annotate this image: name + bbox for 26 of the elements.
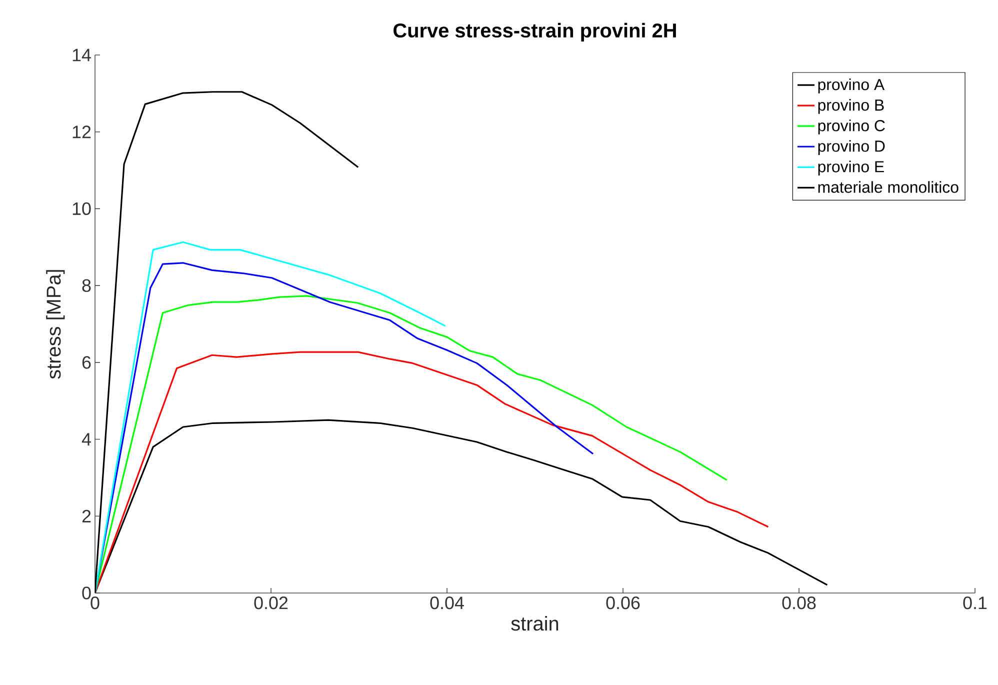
x-tick-label: 0.1 — [963, 596, 987, 610]
y-tick-label: 8 — [82, 279, 91, 292]
line-series — [95, 241, 446, 593]
y-axis-title: stress [MPa] — [46, 270, 65, 379]
y-tick-label: 2 — [82, 510, 91, 522]
y-tick-label: 10 — [72, 202, 91, 216]
y-tick-label: 6 — [82, 356, 91, 369]
x-tick-label: 0.04 — [430, 596, 464, 610]
legend-label: provino B — [818, 99, 884, 114]
legend-label: provino C — [818, 120, 885, 134]
legend-label: materiale monolitico — [818, 181, 958, 193]
y-tick-label: 14 — [72, 48, 91, 62]
legend-label: provino D — [818, 140, 885, 155]
line-series — [95, 295, 728, 593]
x-tick-label: 0.08 — [782, 596, 816, 610]
legend-label: provino E — [818, 160, 884, 176]
y-tick-label: 4 — [82, 433, 91, 446]
y-tick-label: 0 — [82, 586, 91, 600]
x-tick-label: 0.02 — [254, 596, 288, 610]
legend-label: provino A — [818, 78, 885, 94]
y-tick-label: 12 — [72, 126, 91, 138]
chart-title: Curve stress-strain provini 2H — [394, 22, 676, 42]
line-series — [95, 351, 770, 593]
x-tick-label: 0 — [90, 596, 100, 610]
x-tick-label: 0.06 — [606, 596, 640, 610]
x-axis-title: strain — [511, 616, 558, 631]
